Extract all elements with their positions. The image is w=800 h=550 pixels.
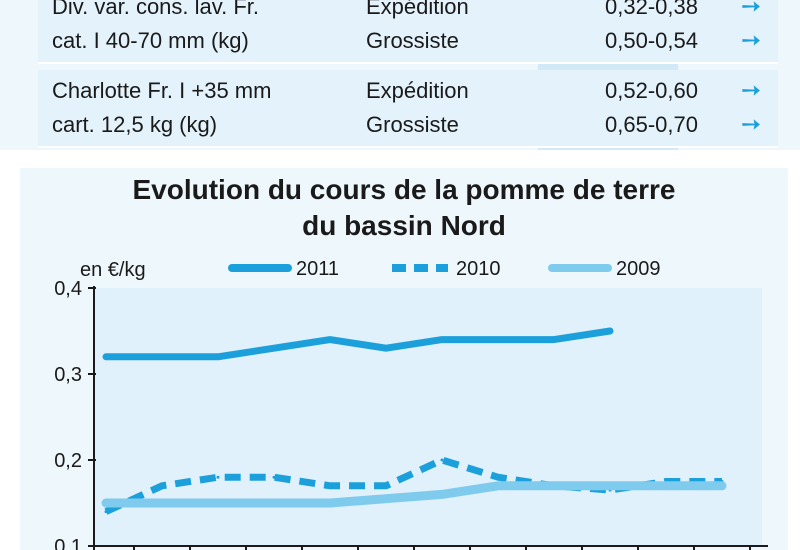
chart-title-line2: du bassin Nord <box>302 210 506 241</box>
product-cell: Div. var. cons. lav. Fr. <box>52 0 260 19</box>
legend-label-2011: 2011 <box>296 258 339 280</box>
product-cell: Charlotte Fr. I +35 mm <box>52 78 272 103</box>
data-point-2011 <box>440 338 444 342</box>
price-table: Div. var. cons. lav. Fr. Expédition 0,32-0… <box>0 0 800 150</box>
data-point-2011 <box>496 338 500 342</box>
price-cell: 0,52-0,60 <box>605 78 698 103</box>
data-point-2011 <box>608 329 612 333</box>
stage-cell: Grossiste <box>366 28 459 53</box>
data-point-2009 <box>104 501 108 505</box>
trend-arrow-icon: ➙ <box>740 77 762 104</box>
trend-arrow-icon: ➙ <box>740 0 762 20</box>
data-point-2011 <box>328 338 332 342</box>
data-point-2011 <box>552 338 556 342</box>
data-point-2010 <box>104 510 108 514</box>
data-point-2009 <box>440 492 444 496</box>
line-chart: 0,1 0,2 0,3 0,4en €/kg 2011 2010 2009 <box>54 258 768 550</box>
data-point-2009 <box>552 484 556 488</box>
chart-panel: Evolution du cours de la pomme de terre … <box>20 168 788 550</box>
data-point-2009 <box>216 501 220 505</box>
data-point-2010 <box>216 475 220 479</box>
trend-arrow-icon: ➙ <box>740 27 762 54</box>
legend-label-2010: 2010 <box>456 258 501 280</box>
table-row: cat. I 40-70 mm (kg) Grossiste 0,50-0,54 ➙ <box>38 24 778 58</box>
y-tick-label: 0,4 <box>54 278 82 300</box>
trend-arrow-icon: ➙ <box>740 111 762 138</box>
y-tick-label: 0,1 <box>54 536 82 550</box>
data-point-2011 <box>384 346 388 350</box>
data-point-2009 <box>608 484 612 488</box>
data-point-2010 <box>328 484 332 488</box>
data-point-2009 <box>720 484 724 488</box>
data-point-2009 <box>496 484 500 488</box>
chart-title-line1: Evolution du cours de la pomme de terre <box>132 174 676 205</box>
data-point-2009 <box>160 501 164 505</box>
stage-cell: Expédition <box>366 78 469 103</box>
data-point-2011 <box>104 355 108 359</box>
data-point-2009 <box>384 497 388 501</box>
product-cell: cat. I 40-70 mm (kg) <box>52 28 249 53</box>
data-point-2010 <box>440 458 444 462</box>
table-row: cart. 12,5 kg (kg) Grossiste 0,65-0,70 ➙ <box>38 108 778 142</box>
price-cell: 0,50-0,54 <box>605 28 698 53</box>
data-point-2009 <box>664 484 668 488</box>
series-line-2011 <box>102 327 614 361</box>
y-tick-label: 0,2 <box>54 450 82 472</box>
stage-cell: Grossiste <box>366 112 459 137</box>
price-cell: 0,65-0,70 <box>605 112 698 137</box>
data-point-2010 <box>496 475 500 479</box>
chart-title: Evolution du cours de la pomme de terre … <box>20 172 788 244</box>
legend-label-2009: 2009 <box>616 258 661 280</box>
table-row: Charlotte Fr. I +35 mm Expédition 0,52-0,6… <box>38 74 778 108</box>
data-point-2009 <box>328 501 332 505</box>
y-axis-unit-label: en €/kg <box>80 259 146 281</box>
series-line-2009 <box>101 481 727 508</box>
table-row: Div. var. cons. lav. Fr. Expédition 0,32-0… <box>38 0 778 24</box>
data-point-2010 <box>272 475 276 479</box>
table-group: Charlotte Fr. I +35 mm Expédition 0,52-0,6… <box>38 70 778 148</box>
data-point-2010 <box>160 484 164 488</box>
price-cell: 0,32-0,38 <box>605 0 698 19</box>
data-point-2009 <box>272 501 276 505</box>
data-point-2011 <box>160 355 164 359</box>
product-cell: cart. 12,5 kg (kg) <box>52 112 218 137</box>
y-tick-label: 0,3 <box>54 364 82 386</box>
data-point-2011 <box>216 355 220 359</box>
stage-cell: Expédition <box>366 0 469 19</box>
table-group: Div. var. cons. lav. Fr. Expédition 0,32-0… <box>38 0 778 64</box>
data-point-2010 <box>384 484 388 488</box>
data-point-2011 <box>272 346 276 350</box>
